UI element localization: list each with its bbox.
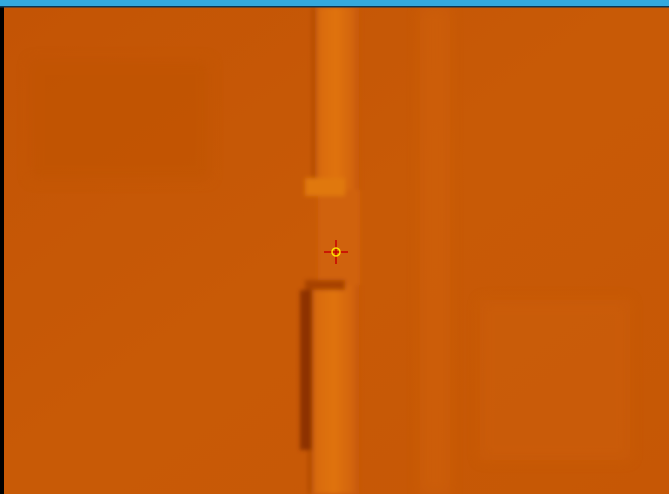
title-bar-border (0, 6, 669, 8)
terrain-texture (30, 7, 630, 494)
crosshair (324, 240, 348, 264)
title-bar (0, 0, 669, 6)
road-strip (300, 7, 360, 494)
